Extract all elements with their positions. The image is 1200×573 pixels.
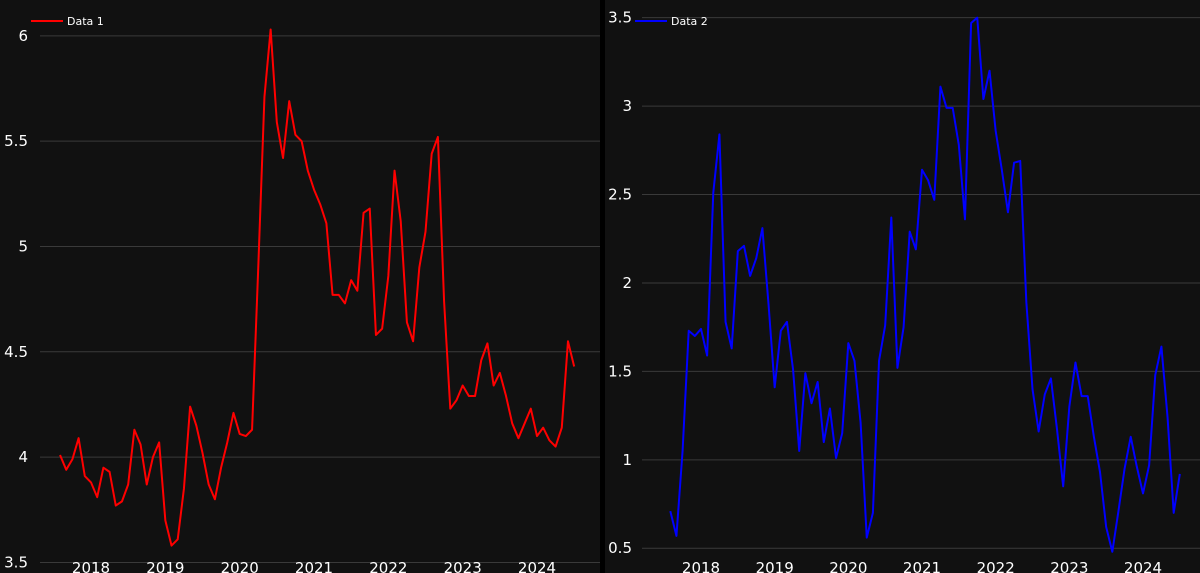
x-tick-label: 2018	[72, 559, 110, 573]
line-chart-data-2: 0.5 1 1.5 2 2.5 3 3.5 2018 2019 2020 2021 2022 2023 2…	[608, 9, 1200, 573]
line-chart-data-1: 3.5 4 4.5 5 5.5 6 2018 2019 2020 2021 2022 2023 2024…	[4, 15, 600, 573]
y-tick-label: 3.5	[608, 9, 632, 27]
x-tick-label: 2024	[1124, 559, 1162, 573]
y-tick-label: 2.5	[608, 186, 632, 204]
x-tick-label: 2023	[1050, 559, 1088, 573]
series-line-1	[59, 28, 576, 547]
x-tick-label: 2020	[829, 559, 867, 573]
x-tick-label: 2018	[682, 559, 720, 573]
left-chart-panel: 3.5 4 4.5 5 5.5 6 2018 2019 2020 2021 2022 2023 2024…	[0, 0, 600, 573]
x-tick-label: 2023	[444, 559, 482, 573]
y-tick-label: 5	[18, 237, 28, 255]
y-tick-label: 1	[622, 451, 632, 469]
x-tick-label: 2020	[221, 559, 259, 573]
y-tick-label: 3	[622, 97, 632, 115]
y-tick-label: 2	[622, 274, 632, 292]
y-tick-label: 5.5	[4, 132, 28, 150]
x-tick-label: 2022	[369, 559, 407, 573]
y-tick-label: 4.5	[4, 343, 28, 361]
right-chart-panel: 0.5 1 1.5 2 2.5 3 3.5 2018 2019 2020 2021 2022 2023 2…	[605, 0, 1200, 573]
x-tick-label: 2021	[295, 559, 333, 573]
y-tick-label: 1.5	[608, 362, 632, 380]
y-tick-label: 3.5	[4, 553, 28, 571]
y-tick-label: 6	[18, 27, 28, 45]
y-tick-label: 0.5	[608, 539, 632, 557]
x-tick-label: 2022	[977, 559, 1015, 573]
x-tick-label: 2019	[756, 559, 794, 573]
legend-label: Data 1	[67, 15, 104, 28]
legend-label: Data 2	[671, 15, 708, 28]
x-tick-label: 2019	[146, 559, 184, 573]
y-tick-label: 4	[18, 448, 28, 466]
x-tick-label: 2021	[903, 559, 941, 573]
series-line-1	[669, 16, 1181, 553]
x-tick-label: 2024	[518, 559, 556, 573]
